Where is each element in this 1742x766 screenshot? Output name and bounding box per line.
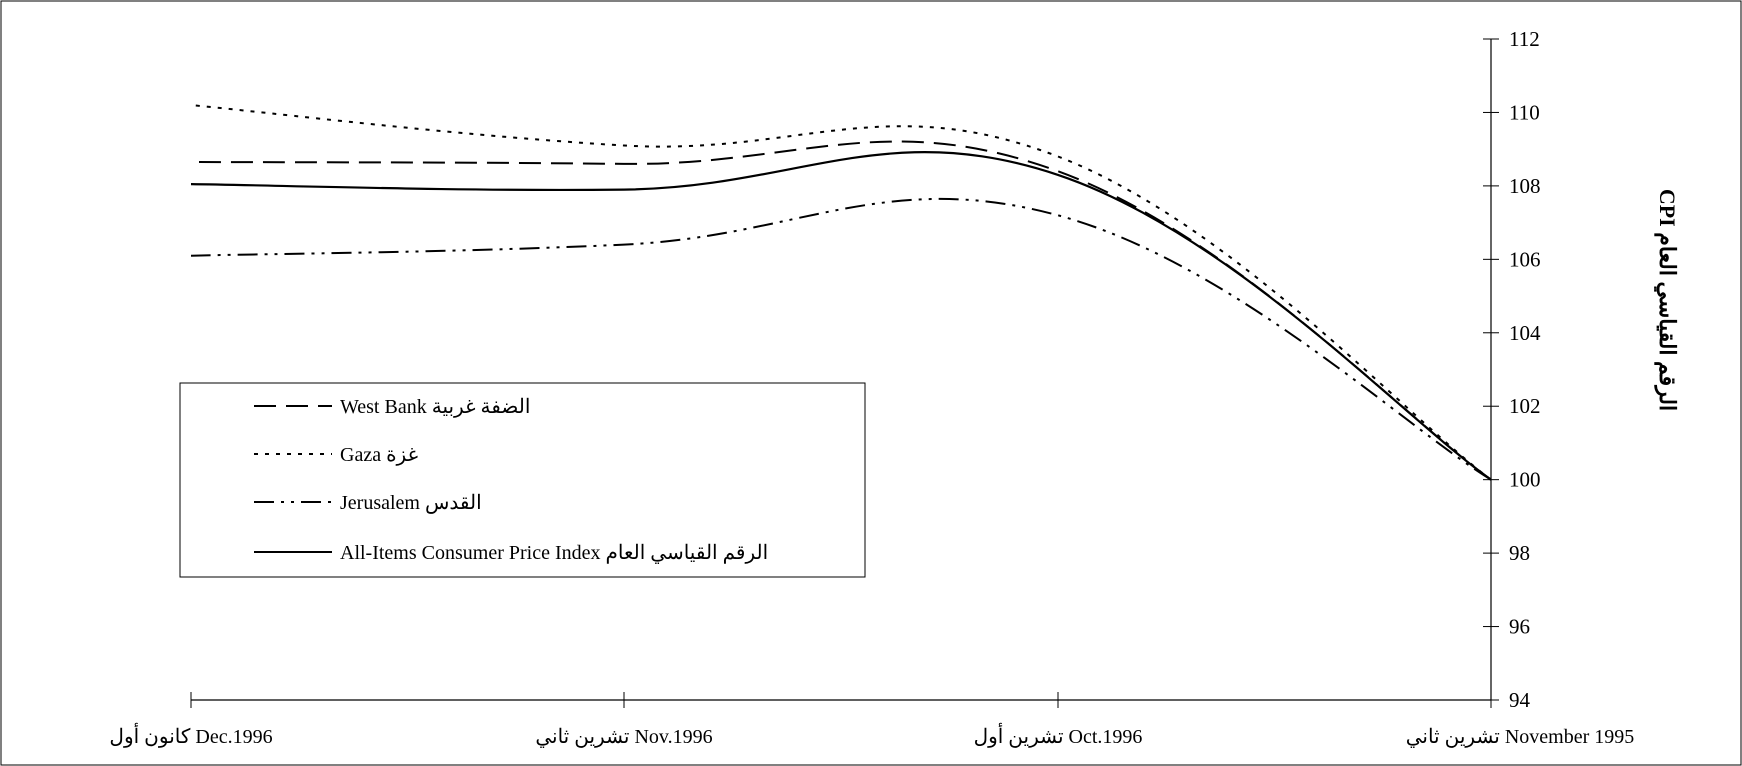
y-tick-label: 100: [1509, 468, 1541, 492]
legend-label-gaza: Gaza غزة: [340, 444, 418, 466]
y-tick-label: 94: [1509, 688, 1531, 712]
x-tick-label: كانون أول Dec.1996: [109, 722, 272, 748]
legend-label-west_bank: West Bank الضفة غربية: [340, 396, 530, 418]
y-tick-label: 104: [1509, 321, 1541, 345]
y-tick-label: 112: [1509, 27, 1540, 51]
x-tick-label: تشرين ثاني Nov.1996: [535, 726, 712, 748]
series-line-jerusalem: [190, 198, 1492, 481]
x-axis: تشرين ثاني November 1995 تشرين أول Oct.19…: [109, 692, 1634, 748]
legend: West Bank الضفة غربية Gaza غزة Jerusalem ا…: [179, 382, 866, 578]
y-tick-label: 108: [1509, 174, 1541, 198]
x-tick-label: تشرين ثاني November 1995: [1406, 726, 1635, 748]
series-layer: [190, 104, 1492, 481]
y-axis-title: CPI الرقم القياسي العام: [1654, 189, 1680, 411]
y-tick-label: 102: [1509, 394, 1541, 418]
x-tick-label: تشرين أول Oct.1996: [974, 722, 1143, 748]
y-tick-label: 106: [1509, 247, 1541, 271]
legend-label-all_items: All-Items Consumer Price Index الرقم الق…: [340, 542, 768, 564]
y-tick-label: 110: [1509, 100, 1540, 124]
legend-label-jerusalem: Jerusalem القدس: [340, 492, 482, 514]
legend-box: [179, 382, 866, 578]
series-line-all_items: [190, 151, 1492, 481]
series-line-gaza: [190, 104, 1492, 481]
y-tick-label: 96: [1509, 615, 1530, 639]
y-axis: 94 96 98 100 102 104 106 108 110 112: [1483, 27, 1541, 712]
y-tick-label: 98: [1509, 541, 1530, 565]
